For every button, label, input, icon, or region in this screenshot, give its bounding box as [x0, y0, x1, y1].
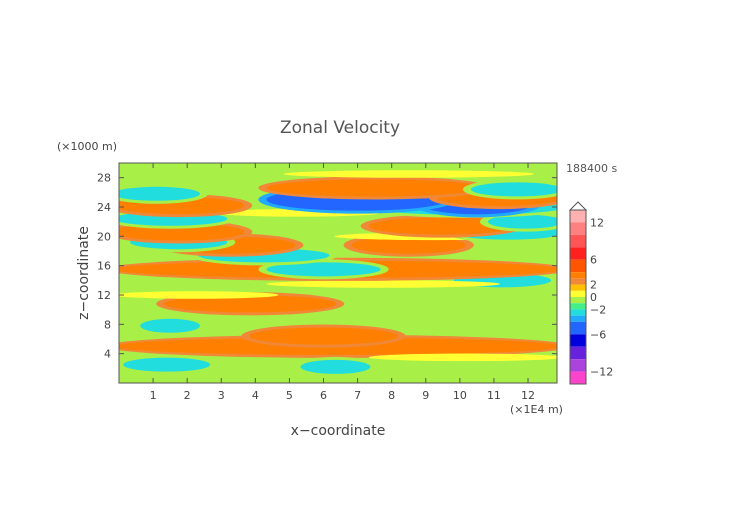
colorbar-swatch — [570, 284, 586, 291]
velocity-band — [266, 262, 381, 277]
velocity-band — [249, 327, 398, 345]
colorbar-tick-label: 0 — [590, 291, 597, 304]
colorbar-swatch — [570, 278, 586, 285]
velocity-band — [123, 357, 211, 372]
colorbar-tick-label: 6 — [590, 254, 597, 267]
time-label: 188400 s — [566, 162, 617, 175]
colorbar-swatch — [570, 334, 586, 347]
colorbar-swatch — [570, 371, 586, 384]
x-tick-label: 10 — [453, 389, 467, 402]
colorbar-swatch — [570, 234, 586, 248]
colorbar-swatch — [570, 247, 586, 260]
chart-title: Zonal Velocity — [280, 118, 400, 138]
velocity-band — [368, 353, 557, 362]
colorbar-swatch — [570, 309, 586, 316]
y-tick-label: 16 — [97, 260, 111, 273]
x-tick-label: 2 — [184, 389, 191, 402]
velocity-band — [140, 318, 200, 333]
colorbar-swatch — [570, 297, 586, 304]
x-tick-label: 5 — [286, 389, 293, 402]
colorbar-frame — [569, 209, 587, 385]
colorbar: 12 6 20−2 −6 −12 — [568, 201, 613, 385]
colorbar-swatch — [570, 259, 586, 273]
y-tick-label: 24 — [97, 201, 111, 214]
velocity-band — [266, 280, 500, 288]
colorbar-arrow — [568, 201, 588, 211]
x-unit-label: (×1E4 m) — [510, 403, 563, 416]
x-tick-label: 8 — [388, 389, 395, 402]
colorbar-swatch — [570, 210, 586, 223]
x-axis-label: x−coordinate — [291, 423, 386, 439]
plot-area — [119, 163, 557, 383]
x-axis: 1 2 3 4 5 6 7 8 9 10 11 12 — [150, 163, 535, 402]
x-tick-label: 6 — [320, 389, 327, 402]
y-tick-label: 20 — [97, 230, 111, 243]
x-tick-label: 11 — [487, 389, 501, 402]
velocity-band — [283, 170, 535, 178]
velocity-band — [300, 359, 371, 374]
y-unit-label: (×1000 m) — [57, 140, 117, 153]
velocity-band — [470, 182, 557, 197]
velocity-band — [368, 217, 517, 235]
x-tick-label: 9 — [422, 389, 429, 402]
colorbar-swatch — [570, 359, 586, 372]
x-tick-label: 1 — [150, 389, 157, 402]
x-tick-label: 12 — [521, 389, 535, 402]
colorbar-swatch — [570, 290, 586, 297]
plot-frame — [118, 162, 558, 384]
colorbar-swatch — [570, 303, 586, 310]
colorbar-swatch — [570, 272, 586, 279]
colorbar-swatch — [570, 321, 586, 335]
colorbar-tick-label: 2 — [590, 279, 597, 292]
colorbar-tick-label: −12 — [590, 366, 613, 379]
y-tick-label: 12 — [97, 289, 111, 302]
velocity-band — [164, 295, 337, 313]
colorbar-tick-label: 12 — [590, 216, 604, 229]
colorbar-swatch — [570, 222, 586, 235]
x-tick-label: 4 — [252, 389, 259, 402]
x-tick-label: 7 — [354, 389, 361, 402]
velocity-band — [351, 236, 466, 254]
velocity-band — [266, 179, 483, 197]
x-tick-label: 3 — [218, 389, 225, 402]
colorbar-tick-label: −6 — [590, 328, 606, 341]
velocity-band — [119, 291, 279, 299]
velocity-band — [487, 214, 557, 229]
y-axis-label: z−coordinate — [76, 226, 92, 320]
y-tick-label: 4 — [104, 348, 111, 361]
y-axis: 4 8 12 16 20 24 28 — [97, 172, 557, 361]
velocity-band — [119, 186, 200, 201]
colorbar-swatch — [570, 315, 586, 322]
colorbar-tick-label: −2 — [590, 303, 606, 316]
y-tick-label: 8 — [104, 318, 111, 331]
colorbar-swatch — [570, 346, 586, 360]
y-tick-label: 28 — [97, 172, 111, 185]
